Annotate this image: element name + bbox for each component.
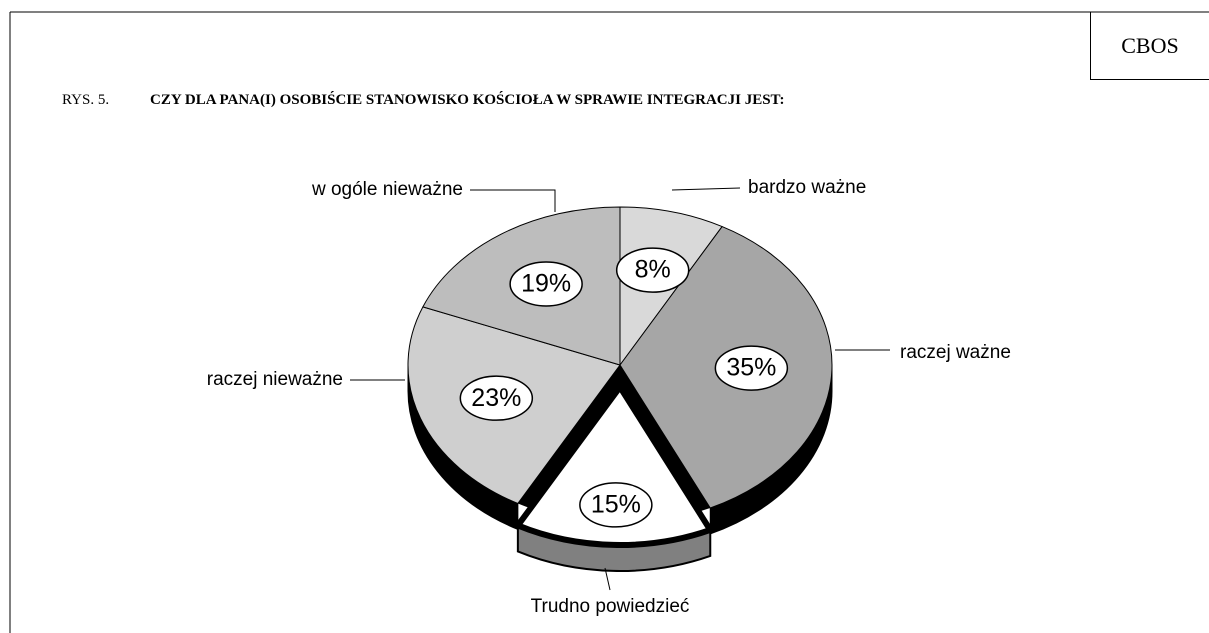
value-label: 23% — [471, 384, 521, 412]
leaders — [350, 187, 890, 591]
leader-line — [470, 189, 556, 212]
category-label: raczej nieważne — [207, 369, 343, 390]
value-label-bg — [714, 345, 789, 391]
value-label-bg — [579, 482, 653, 528]
chart-title: CZY DLA PANA(I) OSOBIŚCIE STANOWISKO KOŚ… — [150, 92, 785, 108]
value-label: 19% — [521, 270, 571, 298]
category-label: raczej ważne — [900, 342, 1011, 363]
value-label: 35% — [726, 354, 776, 382]
leader-line — [671, 187, 741, 191]
category-label: Trudno powiedzieć — [531, 596, 690, 617]
pie: 8% 35% 15% 23% 19% — [407, 206, 833, 572]
value-label-bg — [459, 375, 534, 421]
category-label: bardzo ważne — [748, 177, 866, 198]
category-label: w ogóle nieważne — [311, 179, 463, 200]
value-label-bg — [615, 247, 690, 293]
figure-label: RYS. 5. — [62, 92, 110, 108]
slice — [514, 384, 714, 548]
leader-line — [604, 567, 611, 591]
value-label: 15% — [591, 491, 641, 519]
value-label-bg — [509, 261, 583, 307]
source-box: CBOS — [1090, 12, 1209, 80]
value-label: 8% — [635, 256, 671, 284]
